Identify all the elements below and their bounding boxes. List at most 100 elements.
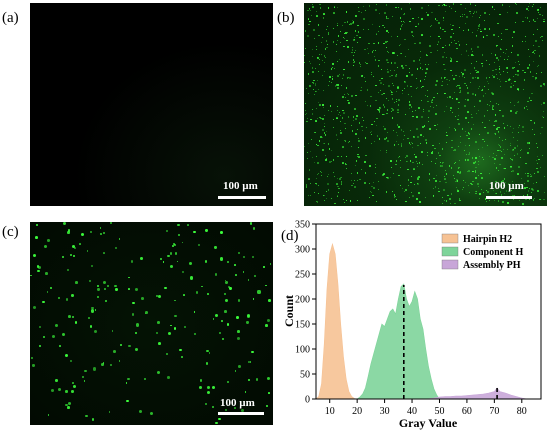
fluorescent-spot [447,194,449,197]
fluorescent-spot [487,103,489,105]
fluorescent-spot [322,107,325,109]
fluorescent-spot [204,260,208,263]
fluorescent-spot [201,285,203,288]
fluorescent-spot [355,50,356,52]
fluorescent-spot [63,222,67,226]
fluorescent-spot [390,177,392,179]
fluorescent-spot [455,98,458,100]
fluorescent-spot [469,3,471,5]
fluorescent-spot [357,172,359,174]
fluorescent-spot [398,174,400,177]
fluorescent-spot [340,84,343,86]
fluorescent-spot [391,93,393,96]
fluorescent-spot [453,92,455,93]
fluorescent-spot [316,121,318,123]
fluorescent-spot [417,192,420,194]
fluorescent-spot [386,15,388,17]
fluorescent-spot [415,116,418,119]
fluorescent-spot [190,276,194,280]
fluorescent-spot [535,40,537,43]
fluorescent-spot [354,186,356,188]
fluorescent-spot [502,184,504,186]
fluorescent-spot [489,172,491,174]
fluorescent-spot [181,241,184,244]
fluorescent-spot [524,72,526,74]
fluorescent-spot [481,65,484,67]
fluorescent-spot [347,46,350,49]
fluorescent-spot [454,202,456,205]
fluorescent-spot [399,44,400,46]
fluorescent-spot [486,191,489,193]
fluorescent-spot [337,139,338,141]
fluorescent-spot [523,182,525,185]
fluorescent-spot [533,133,535,135]
scale-bar-c [218,412,264,415]
fluorescent-spot [364,172,367,174]
fluorescent-spot [134,348,138,352]
fluorescent-spot [316,107,318,109]
fluorescent-spot [472,180,474,183]
fluorescent-spot [488,88,490,90]
fluorescent-spot [450,193,453,195]
fluorescent-spot [508,79,510,81]
fluorescent-spot [71,390,74,393]
fluorescent-spot [340,184,342,186]
fluorescent-spot [377,181,379,183]
fluorescent-spot [397,67,399,69]
fluorescent-spot [61,255,65,259]
fluorescent-spot [468,153,470,155]
fluorescent-spot [317,144,320,147]
fluorescent-spot [419,57,421,59]
fluorescent-spot [248,360,251,363]
fluorescent-spot [465,50,468,52]
fluorescent-spot [507,202,509,204]
fluorescent-spot [471,31,474,34]
fluorescent-spot [386,150,388,152]
fluorescent-spot [473,67,476,69]
fluorescent-spot [304,47,307,50]
fluorescent-spot [373,120,376,122]
fluorescent-spot [488,119,490,121]
fluorescent-spot [72,381,75,384]
fluorescent-spot [404,12,406,15]
fluorescent-spot [347,61,350,63]
fluorescent-spot [269,263,272,265]
fluorescent-spot [382,104,385,106]
fluorescent-spot [470,63,472,65]
fluorescent-spot [347,116,350,119]
fluorescent-spot [430,160,432,162]
fluorescent-spot [453,32,455,34]
fluorescent-spot [494,68,497,71]
fluorescent-spot [237,337,241,341]
fluorescent-spot [346,32,348,34]
fluorescent-spot [507,59,509,61]
fluorescent-spot [337,155,339,158]
fluorescent-spot [376,135,378,137]
fluorescent-spot [458,76,460,78]
fluorescent-spot [485,201,487,203]
fluorescent-spot [475,170,477,172]
fluorescent-spot [439,165,442,167]
fluorescent-spot [337,25,339,27]
fluorescent-spot [478,23,481,25]
fluorescent-spot [317,101,320,104]
fluorescent-spot [493,34,495,36]
fluorescent-spot [397,87,399,90]
fluorescent-spot [372,75,375,78]
fluorescent-spot [533,183,535,185]
fluorescent-spot [336,60,338,62]
fluorescent-spot [528,199,530,201]
fluorescent-spot [472,77,474,79]
fluorescent-spot [205,362,209,366]
fluorescent-spot [388,31,390,33]
fluorescent-spot [431,151,433,153]
fluorescent-spot [466,15,469,18]
fluorescent-spot [309,9,311,11]
fluorescent-spot [443,189,446,191]
fluorescent-spot [415,77,417,79]
fluorescent-spot [453,127,456,129]
fluorescent-spot [329,105,331,107]
fluorescent-spot [353,21,355,23]
fluorescent-spot [354,37,356,38]
fluorescent-spot [180,356,183,358]
